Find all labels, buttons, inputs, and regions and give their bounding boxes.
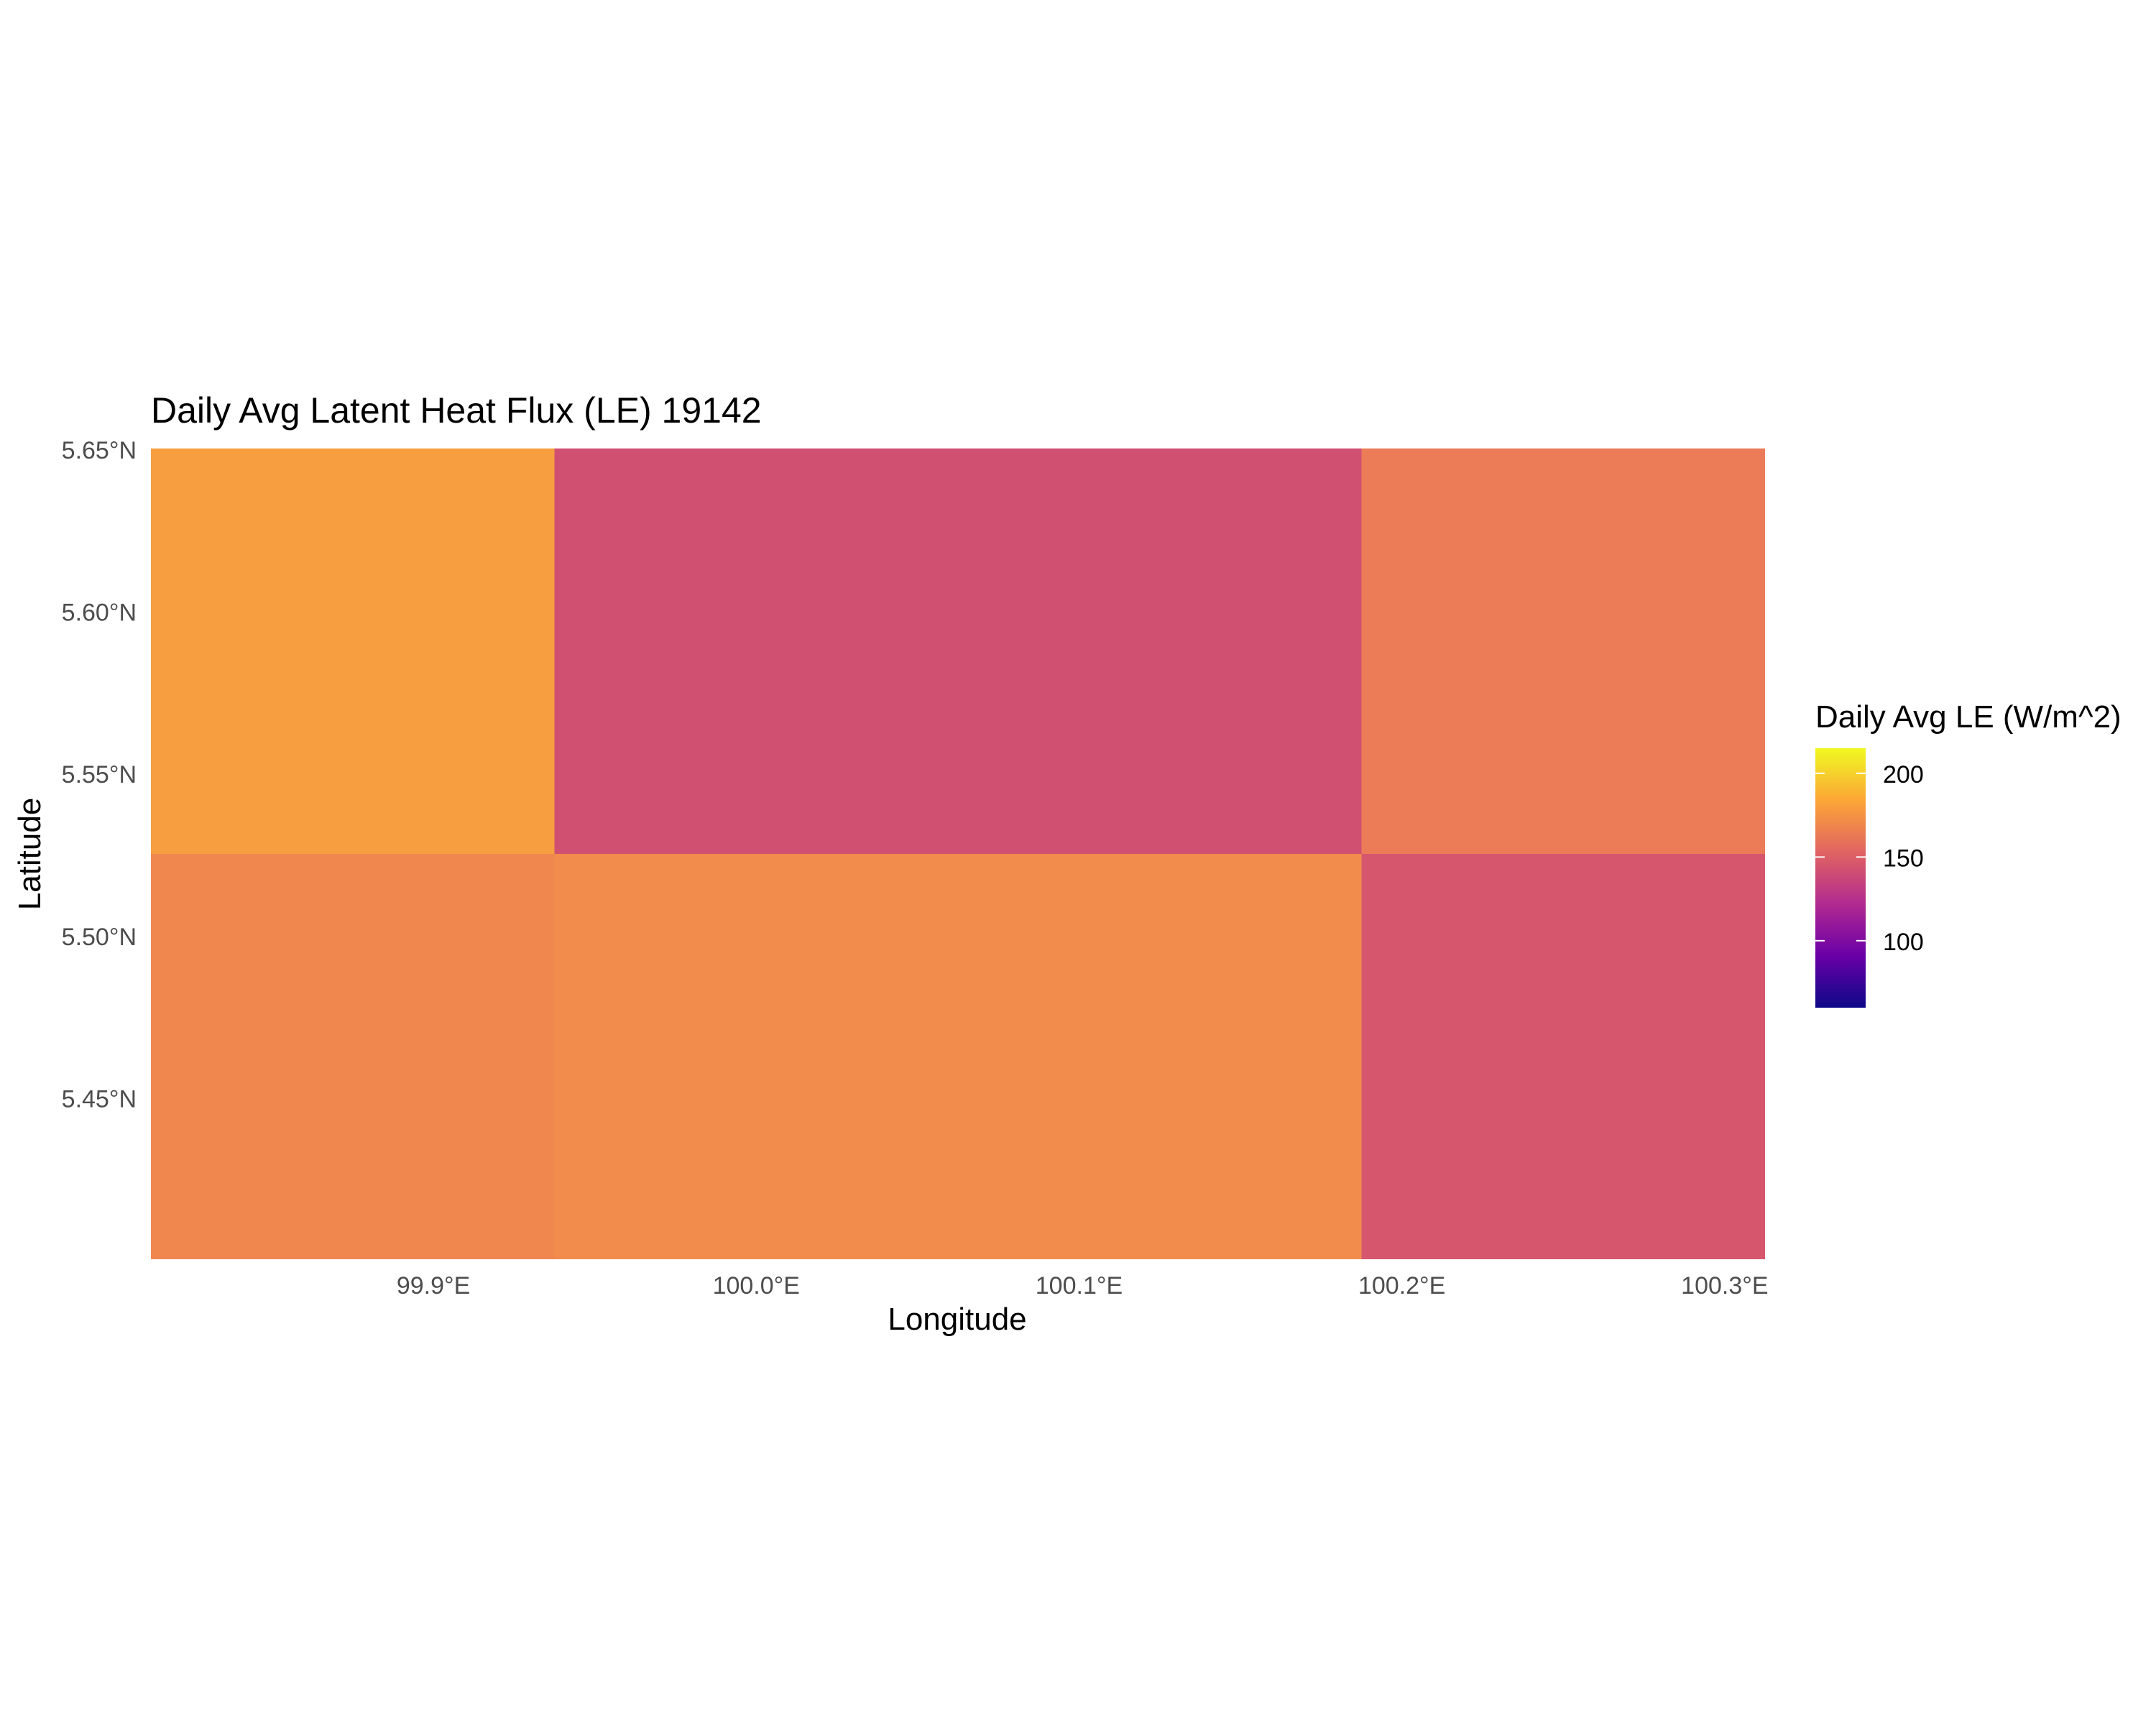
y-tick-label: 5.60°N <box>62 599 137 627</box>
y-tick-label: 5.65°N <box>62 437 137 464</box>
heatmap-cell <box>1361 854 1765 1259</box>
y-tick-label: 5.55°N <box>62 761 137 788</box>
y-axis-label: Latitude <box>12 798 47 911</box>
legend-tick-label: 100 <box>1883 929 1924 956</box>
heatmap-cell <box>554 854 1362 1259</box>
heatmap-cell <box>554 448 1362 854</box>
x-tick-label: 100.1°E <box>1036 1272 1123 1300</box>
legend-tick-label: 150 <box>1883 845 1924 872</box>
x-tick-label: 100.2°E <box>1358 1272 1445 1300</box>
x-axis-ticks: 99.9°E 100.0°E 100.1°E 100.2°E 100.3°E <box>397 1272 1769 1300</box>
color-legend: Daily Avg LE (W/m^2) 100 150 200 <box>1815 699 2122 1008</box>
y-tick-label: 5.50°N <box>62 924 137 951</box>
heatmap-cell <box>151 448 555 854</box>
heatmap-cell <box>151 854 555 1259</box>
legend-title: Daily Avg LE (W/m^2) <box>1815 699 2122 735</box>
x-tick-label: 100.3°E <box>1681 1272 1768 1300</box>
x-tick-label: 100.0°E <box>713 1272 800 1300</box>
y-tick-label: 5.45°N <box>62 1085 137 1113</box>
legend-tick-label: 200 <box>1883 761 1924 788</box>
heatmap-cells <box>151 448 1765 1259</box>
x-tick-label: 99.9°E <box>397 1272 470 1300</box>
x-axis-label: Longitude <box>888 1302 1026 1337</box>
legend-ticks: 100 150 200 <box>1815 761 1924 956</box>
chart-title: Daily Avg Latent Heat Flux (LE) 19142 <box>151 390 762 431</box>
y-axis-ticks: 5.45°N 5.50°N 5.55°N 5.60°N 5.65°N <box>62 437 137 1113</box>
legend-colorbar <box>1815 748 1866 1008</box>
heatmap-cell <box>1361 448 1765 854</box>
